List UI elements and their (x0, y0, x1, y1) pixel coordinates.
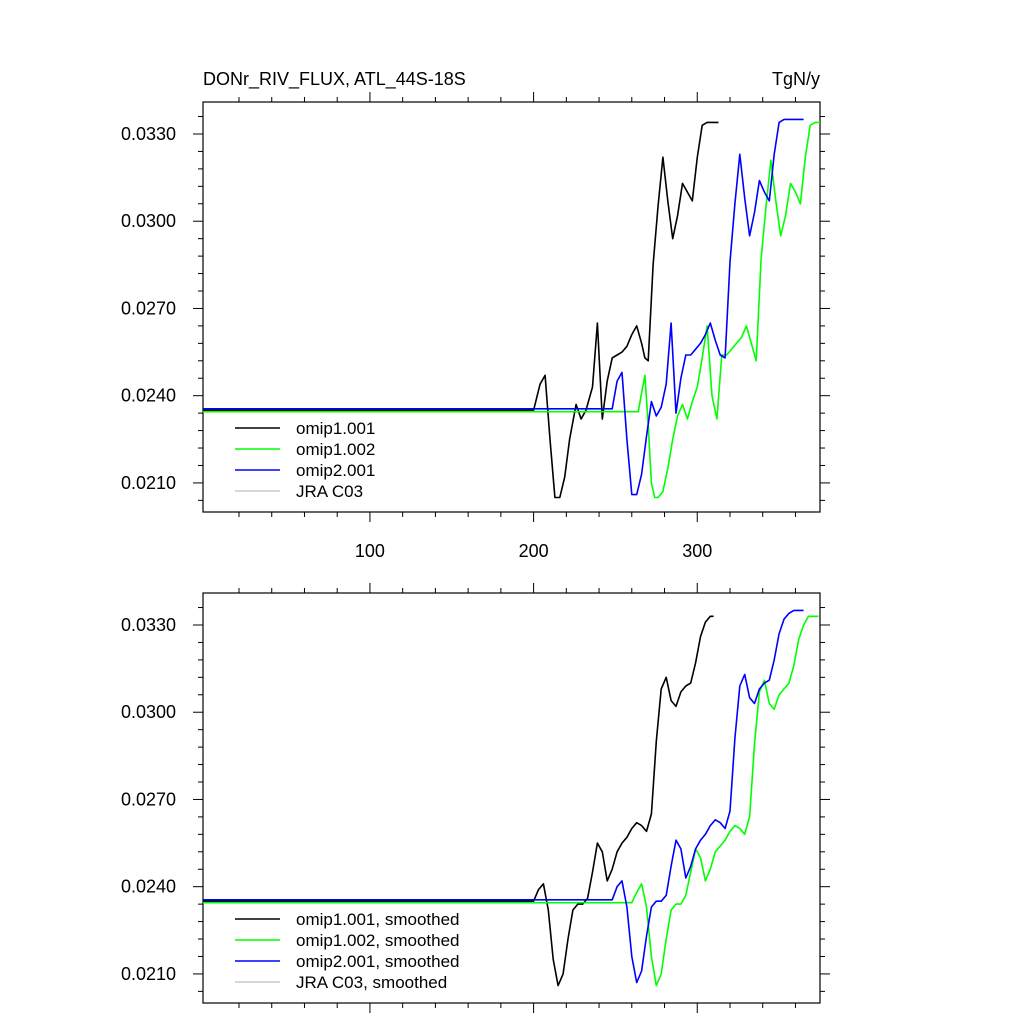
series-lines (203, 609, 819, 987)
series-line-3 (203, 609, 804, 984)
y-tick-label: 0.0240 (121, 877, 176, 897)
y-tick-label: 0.0270 (121, 789, 176, 809)
legend-label: JRA C03, smoothed (296, 973, 447, 992)
series-line-3 (203, 118, 804, 496)
y-tick-label: 0.0300 (121, 211, 176, 231)
legend: omip1.001, smoothed omip1.002, smoothed om… (235, 910, 460, 992)
chart-units: TgN/y (772, 69, 820, 89)
chart-title: DONr_RIV_FLUX, ATL_44S-18S (203, 69, 466, 90)
legend-label: omip1.001, smoothed (296, 910, 460, 929)
y-tick-label: 0.0300 (121, 702, 176, 722)
x-tick-label: 300 (682, 541, 712, 561)
legend-label: omip1.001 (296, 419, 375, 438)
y-tick-label: 0.0270 (121, 298, 176, 318)
plot-frame (202, 592, 821, 1004)
series-line-1 (203, 615, 714, 987)
legend-label: JRA C03 (296, 482, 363, 501)
chart-panel-1: 100 200 300 0.0210 0.0240 0.0270 0.0300 0.0330 D… (121, 69, 830, 561)
plot-frame (202, 101, 821, 513)
series-lines (203, 118, 820, 499)
series-line-1 (203, 121, 719, 499)
y-tick-label: 0.0330 (121, 615, 176, 635)
y-tick-label: 0.0330 (121, 124, 176, 144)
y-tick-label: 0.0210 (121, 964, 176, 984)
legend: omip1.001 omip1.002 omip2.001 JRA C03 (235, 419, 375, 501)
chart-panel-2: 0.0210 0.0240 0.0270 0.0300 0.0330 omip1.001,… (121, 583, 830, 1013)
series-line-2 (203, 121, 820, 499)
x-tick-label: 200 (519, 541, 549, 561)
y-tick-label: 0.0240 (121, 386, 176, 406)
series-line-2 (203, 615, 819, 987)
legend-label: omip1.002 (296, 440, 375, 459)
x-tick-label: 100 (355, 541, 385, 561)
legend-label: omip2.001, smoothed (296, 952, 460, 971)
legend-label: omip2.001 (296, 461, 375, 480)
y-tick-label: 0.0210 (121, 473, 176, 493)
legend-label: omip1.002, smoothed (296, 931, 460, 950)
